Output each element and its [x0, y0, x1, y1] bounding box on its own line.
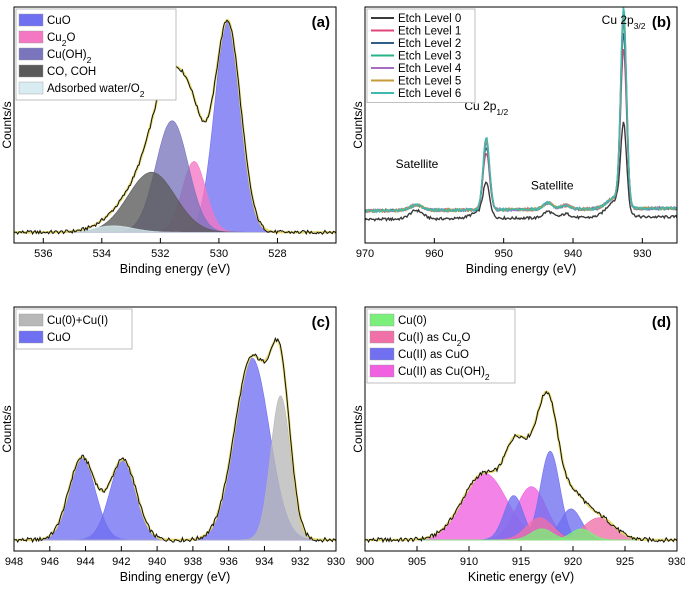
- panel-label: (d): [652, 314, 671, 331]
- panel-c-axes: 948 946 944 942 940 938 936 934 932 930 Binding en…: [0, 306, 345, 584]
- x-tick-label: 925: [616, 556, 634, 568]
- legend-swatch: [18, 330, 44, 344]
- y-axis-label: Counts/s: [351, 101, 365, 148]
- legend-swatch: [18, 313, 44, 327]
- panel-b-lines: [364, 6, 678, 222]
- x-tick-label: 944: [76, 556, 94, 568]
- legend-label: CuO: [47, 15, 71, 27]
- peak-annotation: Satellite: [531, 178, 574, 192]
- x-tick-label: 960: [425, 248, 443, 260]
- plot-frame: [364, 6, 678, 244]
- x-tick-label: 946: [41, 556, 59, 568]
- legend-swatch: [18, 47, 44, 61]
- panel-a-axes: 536 534 532 530 528 Binding energy (eV) Counts…: [0, 6, 337, 276]
- raw-data: [364, 390, 678, 544]
- y-axis-label: Counts/s: [0, 101, 14, 148]
- legend-swatch: [18, 81, 44, 95]
- legend-label: Etch Level 1: [398, 26, 461, 38]
- x-tick-label: 905: [408, 556, 426, 568]
- panel-label: (b): [652, 14, 671, 31]
- x-tick-label: 938: [184, 556, 202, 568]
- legend-label: Etch Level 0: [398, 13, 461, 25]
- legend: Cu(0)+Cu(I) CuO: [15, 308, 133, 350]
- legend-label: CO, COH: [47, 66, 96, 78]
- x-axis-label: Binding energy (eV): [120, 570, 230, 584]
- x-tick-label: 532: [151, 248, 169, 260]
- legend-swatch: [18, 30, 44, 44]
- legend-swatch: [369, 347, 395, 361]
- legend-label: Cu(0): [398, 315, 427, 327]
- legend-label: Etch Level 2: [398, 38, 461, 50]
- legend-label: Etch Level 6: [398, 88, 461, 100]
- x-tick-label: 536: [34, 248, 52, 260]
- x-tick-label: 528: [268, 248, 286, 260]
- x-tick-label: 940: [148, 556, 166, 568]
- x-tick-label: 900: [356, 556, 374, 568]
- legend-swatch: [369, 330, 395, 344]
- x-axis-label: Binding energy (eV): [120, 262, 230, 276]
- legend-label: CuO: [47, 332, 71, 344]
- x-tick-label: 920: [564, 556, 582, 568]
- plot-frame: [13, 6, 337, 244]
- panel-d-axes: 900 905 910 915 920 925 930 Kinetic energy (eV)…: [351, 306, 685, 584]
- x-axis-label: Kinetic energy (eV): [468, 570, 574, 584]
- panel-label: (c): [312, 314, 330, 331]
- x-tick-label: 936: [219, 556, 237, 568]
- legend-swatch: [369, 364, 395, 378]
- x-tick-label: 930: [327, 556, 345, 568]
- panel-d-peaks: [364, 390, 678, 544]
- legend-label: Cu(0)+Cu(I): [47, 315, 108, 327]
- panel-b-axes: 970 960 950 940 930 Binding energy (eV) Counts…: [351, 6, 678, 276]
- x-tick-label: 530: [210, 248, 228, 260]
- legend-label: Etch Level 5: [398, 76, 461, 88]
- legend-swatch: [369, 313, 395, 327]
- x-tick-label: 942: [112, 556, 130, 568]
- legend-swatch: [18, 13, 44, 27]
- legend-swatch: [18, 64, 44, 78]
- y-axis-label: Counts/s: [351, 405, 365, 452]
- legend-label: Cu(II) as CuO: [398, 349, 469, 361]
- legend-label: Etch Level 4: [398, 63, 462, 75]
- peak-annotation: Satellite: [396, 157, 439, 171]
- x-tick-label: 950: [494, 248, 512, 260]
- x-tick-label: 970: [356, 248, 374, 260]
- x-tick-label: 948: [5, 556, 23, 568]
- plot-frame: [13, 306, 337, 552]
- x-tick-label: 915: [512, 556, 530, 568]
- x-tick-label: 940: [564, 248, 582, 260]
- panel-c-peaks: [13, 336, 337, 544]
- x-tick-label: 932: [291, 556, 309, 568]
- series-line: [364, 121, 678, 222]
- raw-data: [13, 336, 337, 544]
- legend-label: Etch Level 3: [398, 51, 461, 63]
- x-tick-label: 930: [633, 248, 651, 260]
- panel-label: (a): [312, 14, 330, 31]
- x-tick-label: 534: [93, 248, 111, 260]
- x-axis-label: Binding energy (eV): [466, 262, 576, 276]
- y-axis-label: Counts/s: [0, 405, 14, 452]
- x-tick-label: 934: [255, 556, 273, 568]
- series-line: [364, 6, 678, 214]
- x-tick-label: 930: [668, 556, 685, 568]
- x-tick-label: 910: [460, 556, 478, 568]
